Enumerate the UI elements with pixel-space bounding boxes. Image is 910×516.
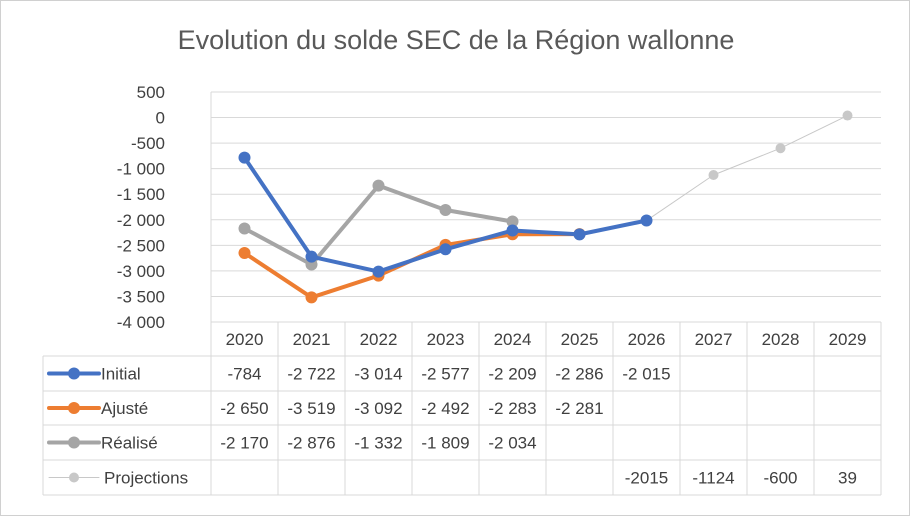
data-label: -2 209	[488, 365, 536, 384]
legend-label: Projections	[104, 469, 188, 488]
legend-marker	[68, 436, 80, 449]
y-tick-label: 0	[156, 109, 165, 128]
chart-title: Evolution du solde SEC de la Région wall…	[177, 25, 735, 55]
data-point-ajusté	[305, 291, 318, 304]
data-point-réalisé	[238, 222, 251, 235]
y-tick-label: -3 500	[117, 287, 165, 306]
legend-label: Ajusté	[101, 399, 148, 418]
data-label: -2 170	[220, 434, 268, 453]
data-point-réalisé	[506, 215, 519, 228]
data-point-projections	[708, 170, 719, 181]
data-point-réalisé	[439, 204, 452, 217]
y-tick-label: -3 000	[117, 262, 165, 281]
data-label: -2 722	[287, 365, 335, 384]
data-point-projections	[775, 143, 786, 154]
data-point-initial	[573, 228, 586, 241]
x-tick-label: 2027	[695, 330, 733, 349]
legend-marker	[68, 367, 80, 380]
data-label: -2 286	[555, 365, 603, 384]
data-label: -2015	[625, 469, 668, 488]
x-tick-label: 2028	[762, 330, 800, 349]
data-point-initial	[372, 265, 385, 278]
data-label: -3 092	[354, 399, 402, 418]
data-label: 39	[838, 469, 857, 488]
data-point-initial	[305, 250, 318, 263]
data-label: -784	[227, 365, 261, 384]
legend-label: Réalisé	[101, 434, 158, 453]
data-label: -2 283	[488, 399, 536, 418]
data-label: -1124	[692, 469, 734, 488]
data-point-projections	[842, 110, 853, 121]
x-tick-label: 2026	[628, 330, 666, 349]
x-tick-label: 2025	[561, 330, 599, 349]
data-label: -2 034	[488, 434, 536, 453]
legend-label: Initial	[101, 365, 141, 384]
legend-marker	[68, 402, 80, 414]
x-tick-label: 2020	[226, 330, 264, 349]
y-tick-label: -2 000	[117, 211, 165, 230]
data-label: -2 492	[421, 399, 469, 418]
y-tick-label: -500	[131, 134, 165, 153]
series-line-projections	[646, 115, 848, 221]
y-tick-label: -1 000	[117, 160, 165, 179]
data-label: -2 281	[555, 399, 603, 418]
data-label: -600	[763, 469, 797, 488]
series-line-réalisé	[243, 183, 513, 267]
data-point-initial	[506, 224, 519, 237]
data-point-réalisé	[372, 179, 385, 192]
data-label: -2 876	[287, 434, 335, 453]
data-point-initial	[439, 243, 452, 256]
data-label: -3 519	[287, 399, 335, 418]
y-tick-label: 500	[137, 83, 165, 102]
x-tick-label: 2029	[829, 330, 867, 349]
x-tick-label: 2023	[427, 330, 465, 349]
data-point-ajusté	[238, 247, 251, 259]
data-label: -3 014	[354, 365, 402, 384]
y-tick-label: -1 500	[117, 185, 165, 204]
data-label: -1 332	[354, 434, 402, 453]
legend-marker	[69, 472, 79, 483]
series-line-ajusté	[243, 232, 580, 300]
x-tick-label: 2022	[360, 330, 398, 349]
data-label: -2 577	[421, 365, 469, 384]
data-point-initial	[238, 151, 251, 164]
y-tick-label: -4 000	[117, 313, 165, 332]
data-label: -1 809	[421, 434, 469, 453]
data-point-initial	[640, 214, 653, 227]
x-tick-label: 2021	[293, 330, 331, 349]
data-label: -2 650	[220, 399, 268, 418]
x-tick-label: 2024	[494, 330, 532, 349]
data-label: -2 015	[622, 365, 670, 384]
y-tick-label: -2 500	[117, 236, 165, 255]
